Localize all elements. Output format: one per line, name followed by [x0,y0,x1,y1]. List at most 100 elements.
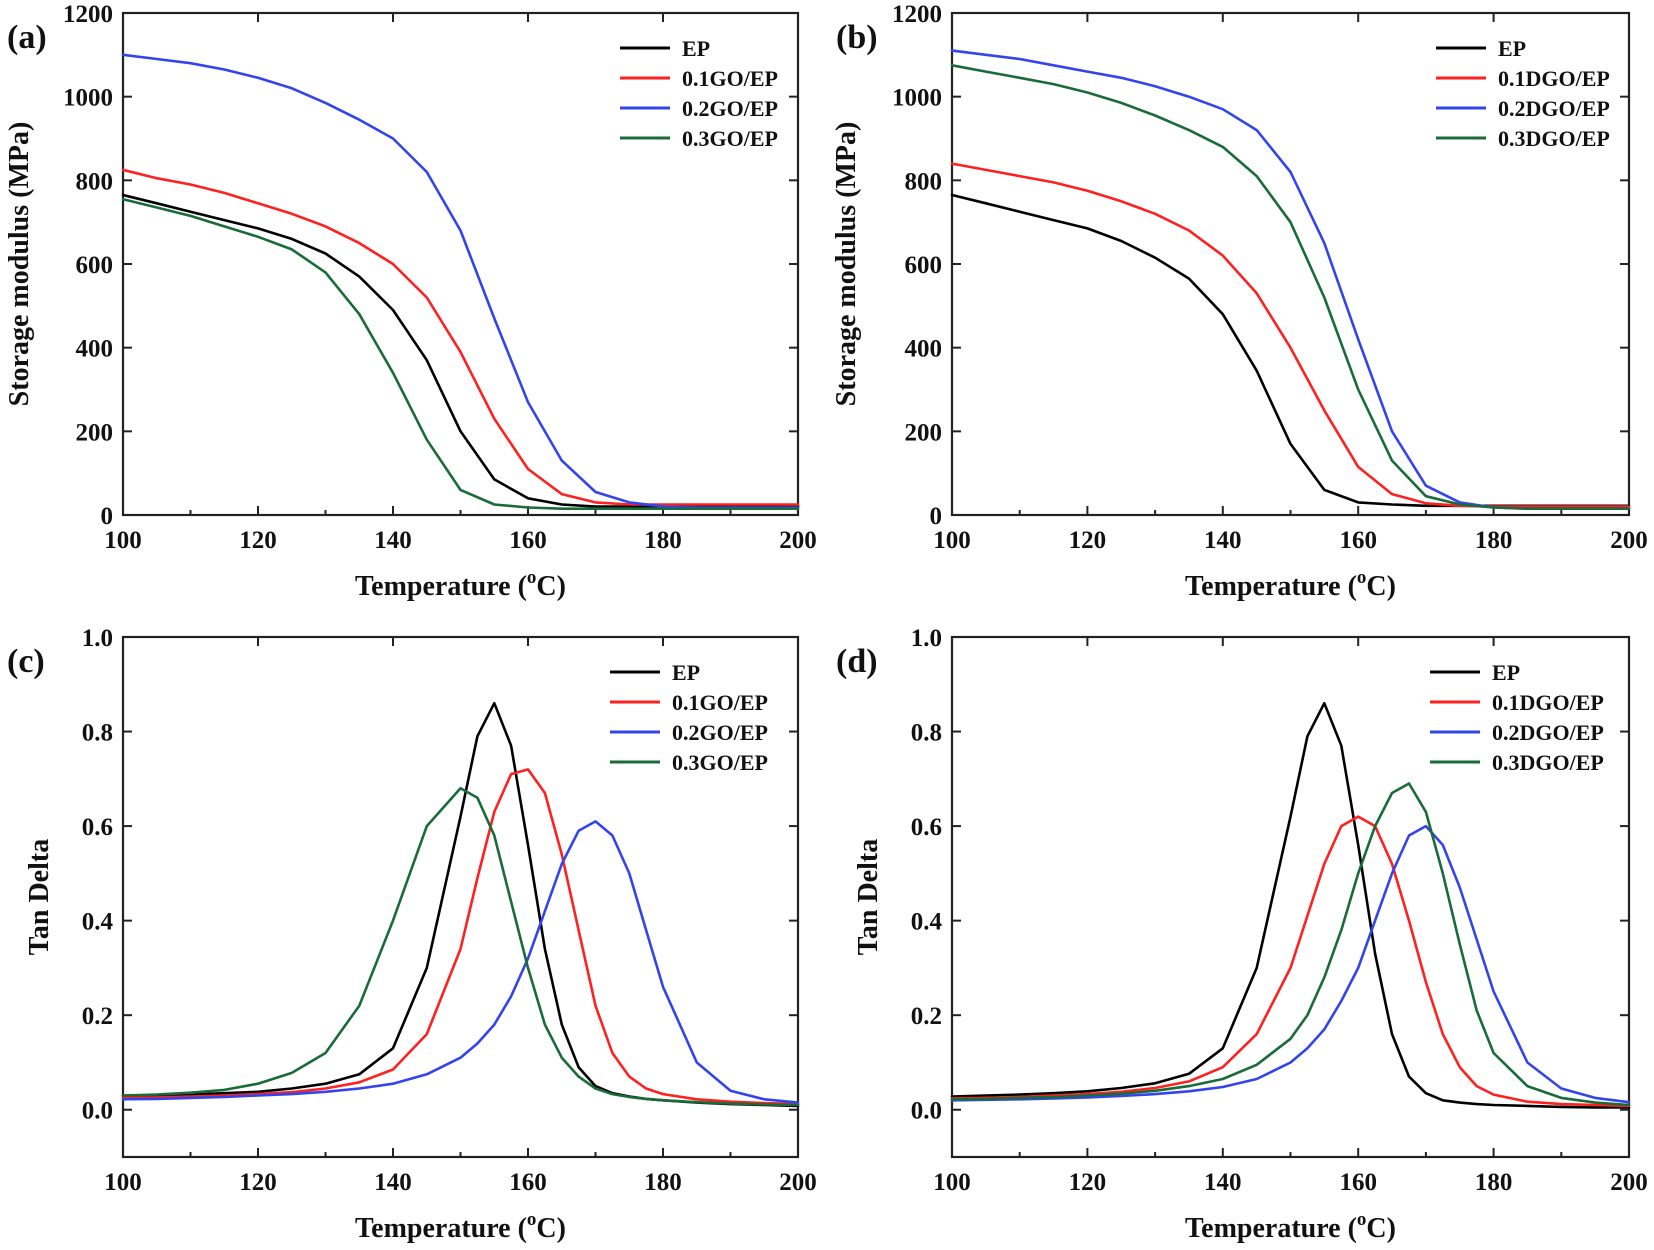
legend-label: EP [1492,660,1520,685]
x-tick-label: 160 [509,527,547,554]
series-line-0-3dgo-ep [950,64,1631,511]
y-tick-label: 0.4 [911,909,943,936]
legend-label: 0.2DGO/EP [1498,96,1610,121]
legend-label: 0.3DGO/EP [1498,126,1610,151]
series-line-0-1dgo-ep [950,162,1631,508]
y-tick-label: 800 [905,168,943,195]
series-line-0-2go-ep [121,53,800,509]
y-tick-label: 1.0 [911,625,942,652]
y-tick-label: 0 [930,503,943,530]
x-tick-label: 120 [1069,527,1107,554]
x-tick-label: 200 [1610,527,1648,554]
x-tick-label: 160 [1339,1169,1377,1196]
x-tick-label: 100 [104,527,142,554]
y-axis-title: Tan Delta [24,839,55,955]
y-tick-label: 1000 [892,85,942,112]
x-tick-label: 120 [239,527,277,554]
panel-c: 100 120 140 160 180 200 0.0 0.2 0.4 0.6 0.8 1.0 EP 0.… [7,625,817,1244]
y-tick-label: 0.0 [82,1098,113,1125]
x-axis-title: Temperature (oC) [355,567,566,602]
legend-label: EP [672,660,700,685]
y-tick-label: 0.6 [82,814,113,841]
legend-label: 0.3DGO/EP [1492,750,1604,775]
x-tick-label: 200 [779,527,817,554]
x-tick-label: 180 [1475,527,1513,554]
x-tick-label: 180 [644,1169,682,1196]
x-axis-title-degree: o [527,1209,537,1230]
y-axis-title: Tan Delta [853,839,884,955]
y-tick-label: 1.0 [82,625,113,652]
x-tick-label: 200 [1610,1169,1648,1196]
legend-label: 0.1GO/EP [672,690,768,715]
y-tick-label: 1000 [63,85,113,112]
legend: EP 0.1GO/EP 0.2GO/EP 0.3GO/EP [610,660,768,775]
series-line-ep [950,701,1631,1109]
plot-frame [950,635,1631,1159]
legend-label: 0.2GO/EP [672,720,768,745]
x-tick-label: 140 [374,527,412,554]
x-axis-title-degree: o [1357,567,1367,588]
x-axis-title: Temperature (oC) [355,1209,566,1244]
plot-frame [121,635,800,1159]
x-axis-title-main: Temperature ( [1185,571,1357,602]
panel-d: 100 120 140 160 180 200 0.0 0.2 0.4 0.6 0.8 1.0 EP 0.… [836,625,1648,1244]
panel-label: (a) [7,19,47,56]
y-tick-label: 0.2 [911,1003,942,1030]
legend-label: 0.2DGO/EP [1492,720,1604,745]
series-line-0-3go-ep [121,786,800,1107]
x-tick-label: 180 [644,527,682,554]
x-axis-title-unit: C) [536,571,566,602]
x-tick-label: 140 [374,1169,412,1196]
y-tick-label: 600 [905,252,943,279]
panel-label: (d) [836,643,878,680]
series-line-0-2go-ep [121,820,800,1104]
x-axis-title-main: Temperature ( [355,571,527,602]
x-tick-label: 140 [1204,527,1242,554]
panel-label: (c) [7,643,45,680]
x-axis-title-main: Temperature ( [1185,1213,1357,1244]
x-tick-label: 160 [1339,527,1377,554]
legend-label: 0.1DGO/EP [1498,66,1610,91]
legend-label: 0.3GO/EP [682,126,778,151]
legend-label: 0.1DGO/EP [1492,690,1604,715]
x-tick-label: 140 [1204,1169,1242,1196]
x-tick-label: 200 [779,1169,817,1196]
y-tick-label: 400 [905,336,943,363]
series-line-0-2dgo-ep [950,824,1631,1104]
series-line-0-3go-ep [121,197,800,511]
y-tick-label: 200 [905,419,943,446]
legend-label: 0.2GO/EP [682,96,778,121]
x-tick-label: 160 [509,1169,547,1196]
series-line-0-1go-ep [121,168,800,506]
legend-label: 0.1GO/EP [682,66,778,91]
x-tick-label: 100 [104,1169,142,1196]
legend-label: EP [1498,36,1526,61]
y-tick-label: 0.6 [911,814,942,841]
y-tick-label: 0.0 [911,1098,942,1125]
x-tick-label: 100 [933,1169,971,1196]
x-axis-title: Temperature (oC) [1185,567,1396,602]
series-line-0-1go-ep [121,768,800,1106]
y-axis-title: Storage modulus (MPa) [4,122,35,407]
series-line-0-1dgo-ep [950,815,1631,1108]
y-tick-label: 0.4 [82,909,114,936]
x-axis-title-unit: C) [536,1213,566,1244]
x-axis-title-main: Temperature ( [355,1213,527,1244]
y-tick-label: 0 [101,503,114,530]
x-tick-label: 100 [933,527,971,554]
panel-a: 100 120 140 160 180 200 0 200 400 600 800 1000 1200 E… [4,1,817,602]
y-tick-label: 400 [76,336,114,363]
y-tick-label: 0.8 [82,720,113,747]
x-axis-title-unit: C) [1366,1213,1396,1244]
legend: EP 0.1GO/EP 0.2GO/EP 0.3GO/EP [620,36,778,151]
x-axis-title-degree: o [1357,1209,1367,1230]
series-line-0-3dgo-ep [950,782,1631,1107]
y-tick-label: 0.8 [911,720,942,747]
y-axis-title: Storage modulus (MPa) [831,122,862,407]
x-tick-label: 120 [1069,1169,1107,1196]
legend: EP 0.1DGO/EP 0.2DGO/EP 0.3DGO/EP [1436,36,1610,151]
x-tick-label: 180 [1475,1169,1513,1196]
legend: EP 0.1DGO/EP 0.2DGO/EP 0.3DGO/EP [1430,660,1604,775]
panel-b: 100 120 140 160 180 200 0 200 400 600 800 1000 1200 E… [831,1,1648,602]
